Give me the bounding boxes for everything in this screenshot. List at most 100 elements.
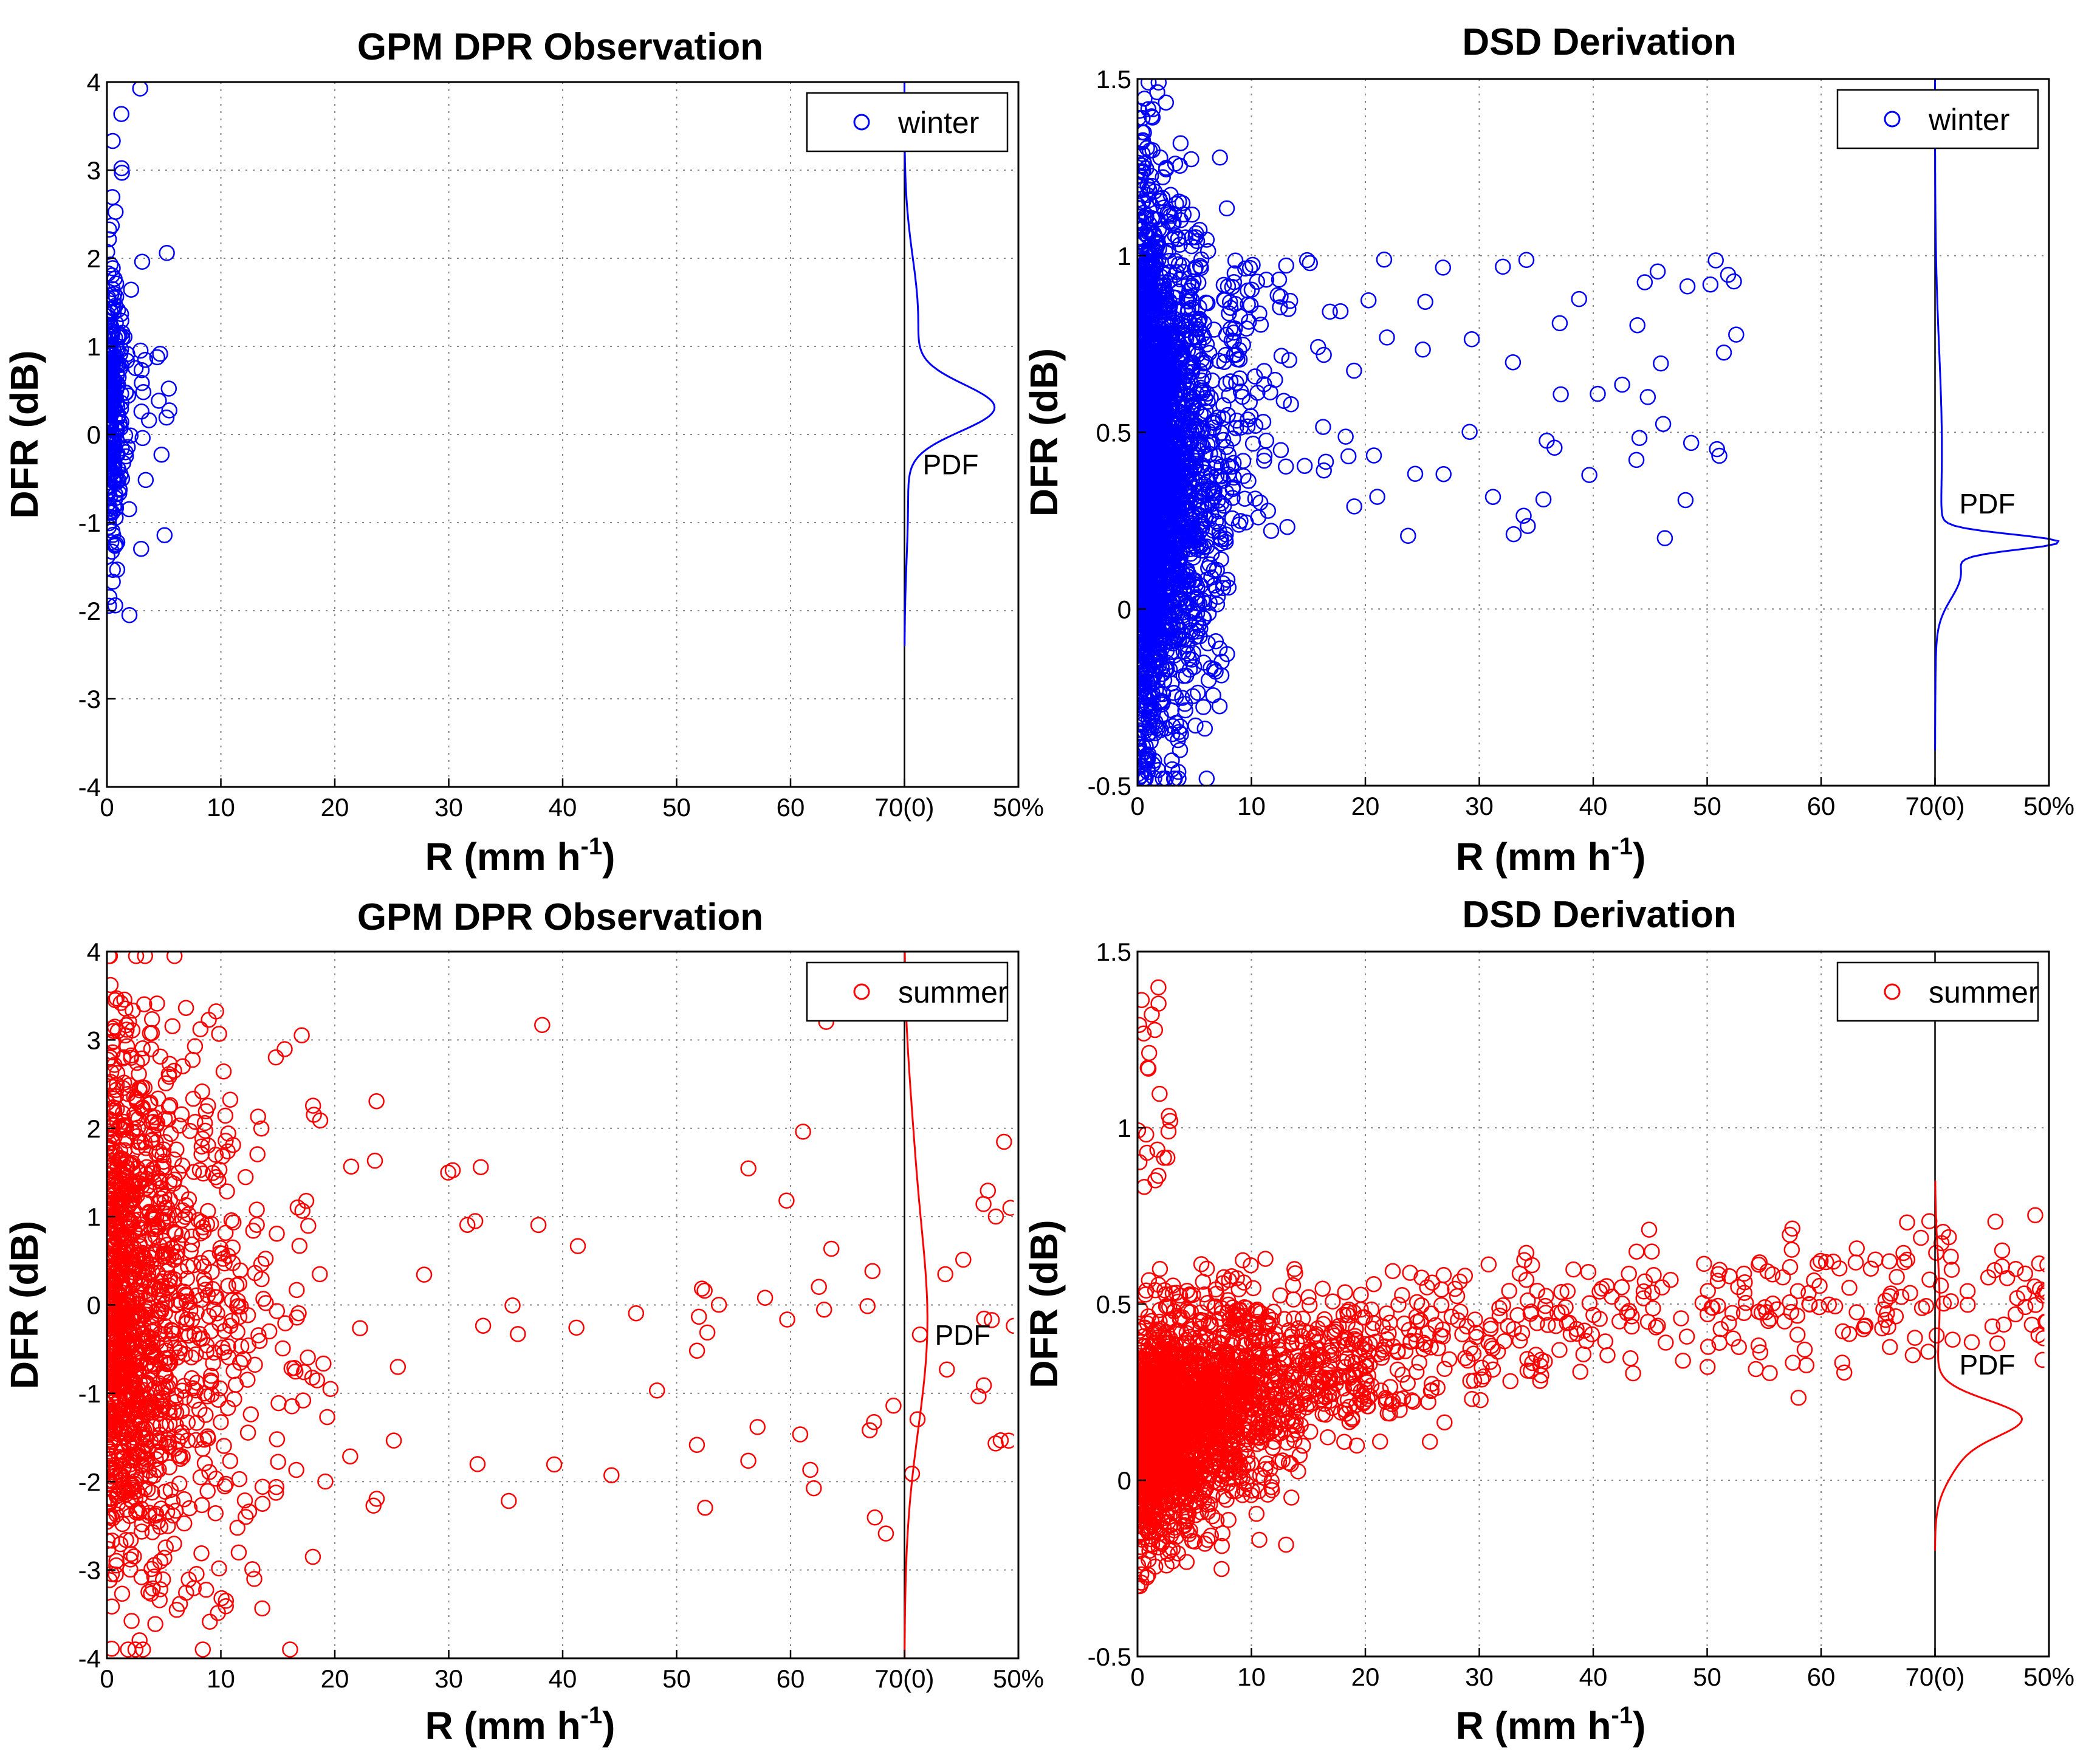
- scatter-point: [1156, 341, 1173, 357]
- scatter-point: [197, 1282, 214, 1298]
- scatter-point: [107, 1033, 122, 1049]
- scatter-point: [1162, 508, 1179, 525]
- scatter-point: [1175, 206, 1192, 223]
- scatter-point: [1141, 705, 1158, 722]
- scatter-point: [1151, 439, 1168, 456]
- scatter-point: [569, 1238, 586, 1254]
- scatter-point: [970, 1388, 987, 1405]
- scatter-point: [188, 1375, 205, 1391]
- scatter-point: [143, 1585, 159, 1602]
- scatter-point: [140, 1404, 157, 1421]
- scatter-point: [1138, 359, 1148, 376]
- scatter-point: [153, 1160, 170, 1176]
- scatter-point: [158, 409, 175, 426]
- scatter-point: [166, 1207, 183, 1224]
- scatter-point: [546, 1456, 563, 1473]
- scatter-point: [1169, 315, 1186, 332]
- scatter-point: [131, 1080, 148, 1096]
- scatter-point: [811, 1279, 827, 1296]
- scatter-point: [1138, 441, 1151, 458]
- scatter-point: [1200, 605, 1217, 622]
- scatter-point: [144, 1131, 160, 1148]
- scatter-point: [109, 534, 126, 551]
- scatter-point: [115, 1113, 132, 1130]
- scatter-point: [1241, 259, 1258, 276]
- scatter-point: [510, 1326, 526, 1342]
- scatter-point: [144, 1231, 160, 1248]
- scatter-point: [107, 977, 119, 994]
- scatter-point: [1184, 624, 1201, 640]
- scatter-point: [107, 1266, 122, 1282]
- scatter-point: [690, 1308, 707, 1325]
- scatter-point: [174, 1212, 191, 1229]
- scatter-point: [1196, 464, 1213, 481]
- scatter-point: [1228, 346, 1245, 363]
- scatter-point: [107, 221, 117, 238]
- scatter-point: [1138, 384, 1151, 401]
- scatter-point: [131, 1632, 148, 1649]
- scatter-point: [1215, 431, 1232, 448]
- scatter-point: [137, 1140, 154, 1156]
- scatter-point: [1151, 464, 1168, 481]
- y-tick-label: -0.5: [1088, 772, 1131, 800]
- scatter-point: [137, 952, 153, 964]
- scatter-point: [699, 1324, 716, 1341]
- scatter-point: [1707, 252, 1724, 269]
- scatter-point: [312, 1112, 329, 1129]
- scatter-point: [1204, 482, 1221, 499]
- scatter-point: [134, 253, 151, 270]
- scatter-point: [1183, 300, 1200, 316]
- x-tick-label: 10: [1237, 792, 1266, 820]
- scatter-point: [1150, 211, 1166, 228]
- scatter-point: [225, 1362, 242, 1379]
- scatter-point: [1251, 305, 1268, 322]
- scatter-point: [269, 1225, 285, 1242]
- scatter-point: [143, 1309, 160, 1326]
- scatter-point: [1142, 419, 1159, 436]
- scatter-point: [317, 1473, 334, 1490]
- scatter-point: [1139, 645, 1155, 662]
- scatter-point: [648, 1382, 665, 1399]
- scatter-point: [291, 1238, 308, 1254]
- x-tick-label: 0: [100, 1664, 114, 1693]
- scatter-point: [168, 1387, 185, 1404]
- scatter-point: [937, 1266, 953, 1283]
- scatter-point: [107, 1333, 122, 1350]
- scatter-point: [693, 1280, 710, 1297]
- scatter-point: [133, 403, 150, 420]
- scatter-point: [1149, 671, 1165, 688]
- scatter-point: [1365, 447, 1382, 464]
- scatter-point: [1155, 169, 1171, 185]
- scatter-point: [710, 1296, 727, 1313]
- scatter-point: [289, 1199, 306, 1216]
- scatter-point: [115, 1229, 132, 1246]
- scatter-point: [1147, 383, 1164, 400]
- scatter-point: [1142, 587, 1159, 603]
- scatter-point: [1272, 442, 1289, 458]
- scatter-point: [987, 1208, 1004, 1225]
- scatter-point: [254, 1478, 271, 1495]
- scatter-point: [1263, 523, 1280, 539]
- scatter-point: [1677, 492, 1694, 509]
- scatter-point: [118, 1501, 135, 1518]
- scatter-point: [1240, 296, 1256, 312]
- scatter-point: [1138, 372, 1149, 389]
- scatter-point: [122, 1551, 139, 1568]
- y-tick-label: 1: [87, 332, 101, 361]
- x-axis-label: R (mm h-1): [425, 833, 616, 879]
- scatter-point: [1322, 303, 1338, 320]
- scatter-point: [1417, 294, 1433, 310]
- scatter-point: [1138, 326, 1150, 343]
- scatter-point: [1185, 645, 1201, 661]
- y-tick-label: 4: [87, 68, 101, 97]
- scatter-point: [216, 1438, 232, 1454]
- scatter-point: [1168, 196, 1184, 212]
- scatter-point: [107, 132, 121, 149]
- legend: winter: [806, 92, 1009, 153]
- scatter-point: [1275, 393, 1292, 409]
- scatter-point: [1153, 371, 1170, 387]
- scatter-point: [107, 313, 118, 329]
- scatter-point: [250, 1108, 266, 1125]
- scatter-point: [193, 1213, 210, 1230]
- x-tick-label: 20: [321, 1664, 349, 1693]
